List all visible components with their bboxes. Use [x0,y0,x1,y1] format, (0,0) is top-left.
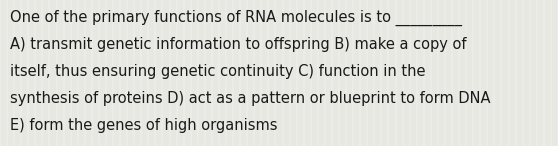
Text: A) transmit genetic information to offspring B) make a copy of: A) transmit genetic information to offsp… [10,37,466,52]
Text: synthesis of proteins D) act as a pattern or blueprint to form DNA: synthesis of proteins D) act as a patter… [10,91,490,106]
Text: itself, thus ensuring genetic continuity C) function in the: itself, thus ensuring genetic continuity… [10,64,426,79]
Text: E) form the genes of high organisms: E) form the genes of high organisms [10,118,277,133]
Text: One of the primary functions of RNA molecules is to _________: One of the primary functions of RNA mole… [10,10,462,26]
